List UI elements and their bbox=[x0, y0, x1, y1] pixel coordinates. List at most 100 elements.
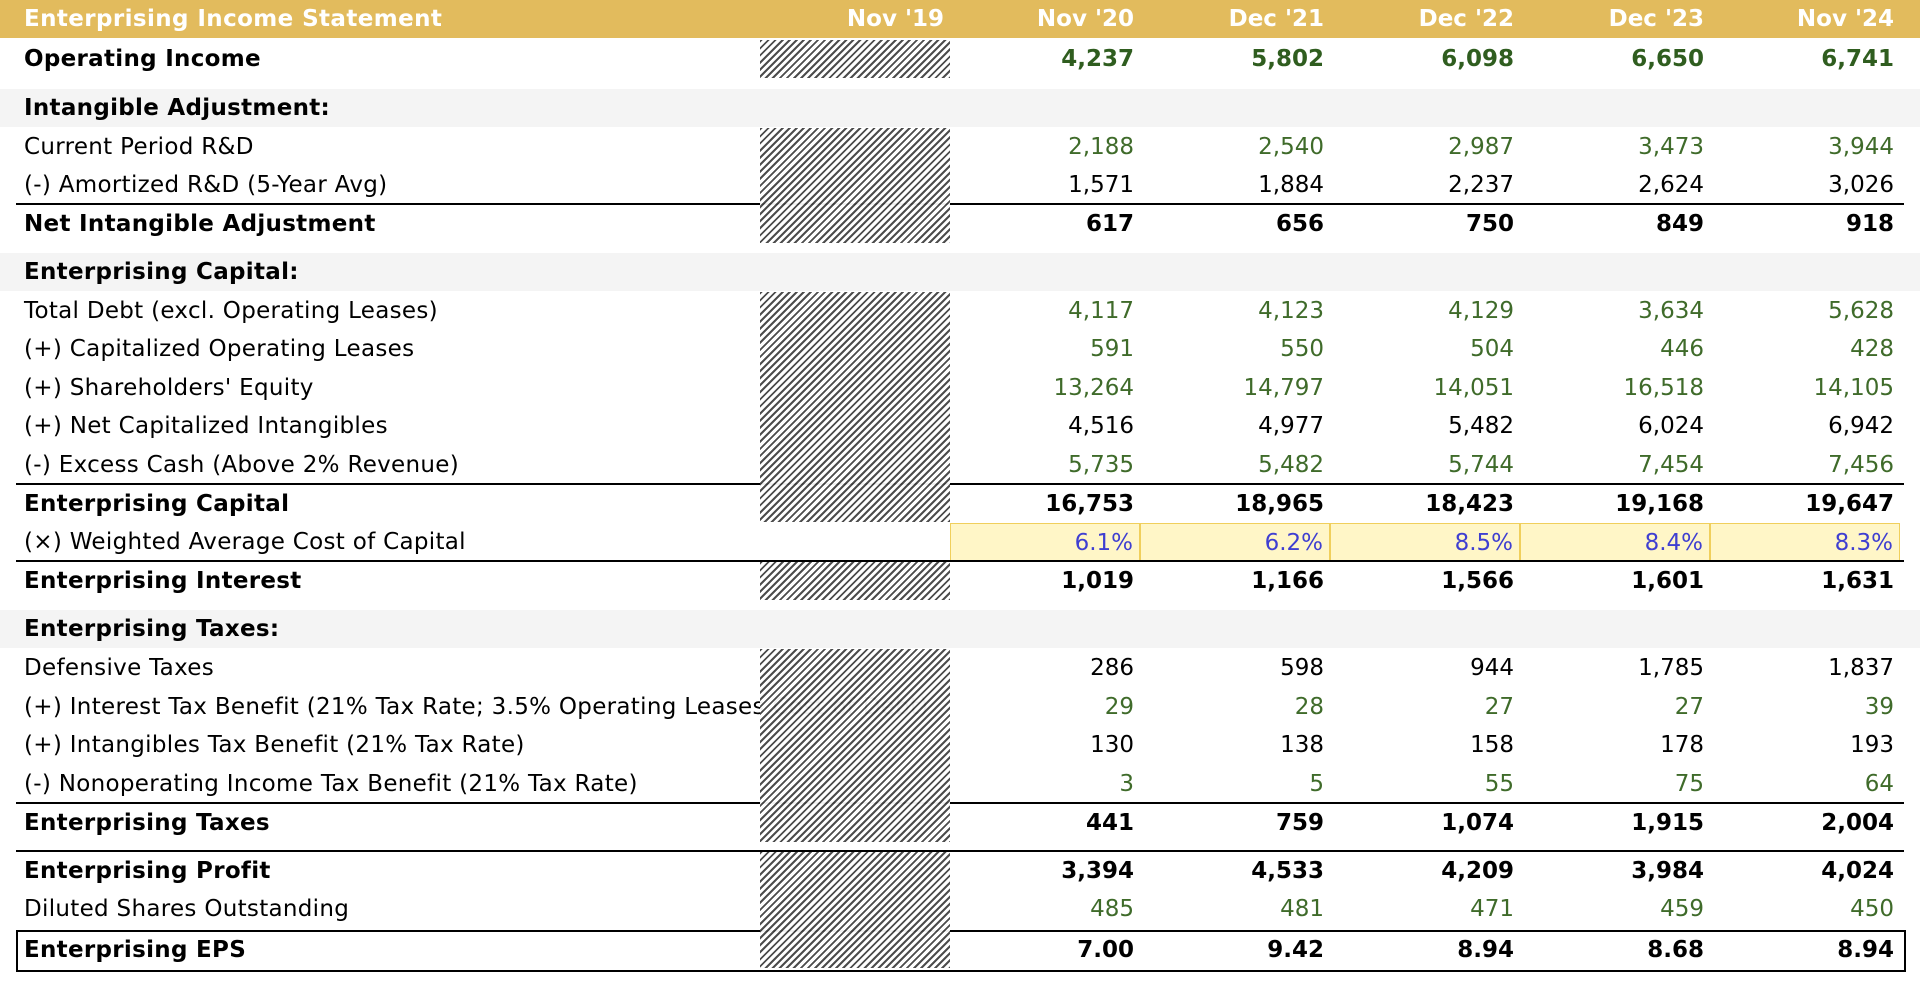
value-cell[interactable]: 591 bbox=[1090, 336, 1134, 362]
value-cell[interactable]: 3,473 bbox=[1638, 134, 1704, 160]
value-cell[interactable]: 7,454 bbox=[1638, 452, 1704, 478]
value-cell[interactable]: 5,802 bbox=[1251, 46, 1324, 72]
value-cell[interactable]: 1,915 bbox=[1631, 810, 1704, 836]
value-cell[interactable]: 39 bbox=[1864, 694, 1894, 720]
value-cell[interactable]: 3 bbox=[1119, 771, 1134, 797]
value-cell[interactable]: 55 bbox=[1484, 771, 1514, 797]
value-cell[interactable]: 446 bbox=[1660, 336, 1704, 362]
value-cell[interactable]: 4,209 bbox=[1441, 858, 1514, 884]
value-cell[interactable]: 4,129 bbox=[1448, 298, 1514, 324]
value-cell[interactable]: 450 bbox=[1850, 896, 1894, 922]
value-cell[interactable]: 1,566 bbox=[1441, 568, 1514, 594]
value-cell[interactable]: 2,237 bbox=[1448, 172, 1514, 198]
value-cell[interactable]: 485 bbox=[1090, 896, 1134, 922]
value-cell[interactable]: 944 bbox=[1470, 655, 1514, 681]
value-cell[interactable]: 428 bbox=[1850, 336, 1894, 362]
value-cell[interactable]: 471 bbox=[1470, 896, 1514, 922]
column-header[interactable]: Nov '19 bbox=[846, 6, 944, 32]
value-cell[interactable]: 19,168 bbox=[1615, 491, 1704, 517]
value-cell[interactable]: 617 bbox=[1085, 211, 1134, 237]
value-cell[interactable]: 4,516 bbox=[1068, 413, 1134, 439]
value-cell[interactable]: 3,984 bbox=[1631, 858, 1704, 884]
value-cell[interactable]: 1,166 bbox=[1251, 568, 1324, 594]
value-cell[interactable]: 598 bbox=[1280, 655, 1324, 681]
value-cell[interactable]: 1,631 bbox=[1821, 568, 1894, 594]
value-cell[interactable]: 5,628 bbox=[1828, 298, 1894, 324]
value-cell[interactable]: 6,024 bbox=[1638, 413, 1704, 439]
value-cell[interactable]: 504 bbox=[1470, 336, 1514, 362]
value-cell[interactable]: 9.42 bbox=[1267, 937, 1324, 963]
value-cell[interactable]: 441 bbox=[1085, 810, 1134, 836]
value-cell[interactable]: 3,394 bbox=[1061, 858, 1134, 884]
value-cell[interactable]: 481 bbox=[1280, 896, 1324, 922]
value-cell[interactable]: 1,571 bbox=[1068, 172, 1134, 198]
column-header[interactable]: Dec '22 bbox=[1418, 6, 1514, 32]
value-cell[interactable]: 5 bbox=[1309, 771, 1324, 797]
wacc-input-cell[interactable]: 6.2% bbox=[1140, 523, 1330, 561]
value-cell[interactable]: 19,647 bbox=[1805, 491, 1894, 517]
value-cell[interactable]: 75 bbox=[1674, 771, 1704, 797]
value-cell[interactable]: 2,987 bbox=[1448, 134, 1514, 160]
value-cell[interactable]: 14,797 bbox=[1243, 375, 1324, 401]
value-cell[interactable]: 5,744 bbox=[1448, 452, 1514, 478]
value-cell[interactable]: 6,942 bbox=[1828, 413, 1894, 439]
value-cell[interactable]: 1,019 bbox=[1061, 568, 1134, 594]
wacc-input-cell[interactable]: 8.5% bbox=[1330, 523, 1520, 561]
wacc-input-cell[interactable]: 8.4% bbox=[1520, 523, 1710, 561]
value-cell[interactable]: 29 bbox=[1104, 694, 1134, 720]
wacc-input-cell[interactable]: 8.3% bbox=[1710, 523, 1900, 561]
value-cell[interactable]: 550 bbox=[1280, 336, 1324, 362]
value-cell[interactable]: 6,741 bbox=[1821, 46, 1894, 72]
value-cell[interactable]: 6,650 bbox=[1631, 46, 1704, 72]
value-cell[interactable]: 1,601 bbox=[1631, 568, 1704, 594]
value-cell[interactable]: 459 bbox=[1660, 896, 1704, 922]
value-cell[interactable]: 13,264 bbox=[1053, 375, 1134, 401]
value-cell[interactable]: 64 bbox=[1864, 771, 1894, 797]
value-cell[interactable]: 27 bbox=[1484, 694, 1514, 720]
wacc-input-cell[interactable]: 6.1% bbox=[950, 523, 1140, 561]
value-cell[interactable]: 28 bbox=[1294, 694, 1324, 720]
value-cell[interactable]: 4,977 bbox=[1258, 413, 1324, 439]
value-cell[interactable]: 16,753 bbox=[1045, 491, 1134, 517]
value-cell[interactable]: 2,540 bbox=[1258, 134, 1324, 160]
value-cell[interactable]: 849 bbox=[1655, 211, 1704, 237]
value-cell[interactable]: 7,456 bbox=[1828, 452, 1894, 478]
value-cell[interactable]: 4,237 bbox=[1061, 46, 1134, 72]
value-cell[interactable]: 27 bbox=[1674, 694, 1704, 720]
value-cell[interactable]: 158 bbox=[1470, 732, 1514, 758]
value-cell[interactable]: 5,735 bbox=[1068, 452, 1134, 478]
value-cell[interactable]: 8.94 bbox=[1837, 937, 1894, 963]
value-cell[interactable]: 8.68 bbox=[1647, 937, 1704, 963]
column-header[interactable]: Nov '20 bbox=[1036, 6, 1134, 32]
value-cell[interactable]: 3,634 bbox=[1638, 298, 1704, 324]
value-cell[interactable]: 7.00 bbox=[1077, 937, 1134, 963]
value-cell[interactable]: 2,188 bbox=[1068, 134, 1134, 160]
column-header[interactable]: Dec '23 bbox=[1608, 6, 1704, 32]
value-cell[interactable]: 1,074 bbox=[1441, 810, 1514, 836]
column-header[interactable]: Dec '21 bbox=[1228, 6, 1324, 32]
value-cell[interactable]: 130 bbox=[1090, 732, 1134, 758]
value-cell[interactable]: 16,518 bbox=[1623, 375, 1704, 401]
value-cell[interactable]: 3,944 bbox=[1828, 134, 1894, 160]
value-cell[interactable]: 8.94 bbox=[1457, 937, 1514, 963]
value-cell[interactable]: 1,884 bbox=[1258, 172, 1324, 198]
value-cell[interactable]: 750 bbox=[1465, 211, 1514, 237]
value-cell[interactable]: 2,004 bbox=[1821, 810, 1894, 836]
value-cell[interactable]: 178 bbox=[1660, 732, 1704, 758]
value-cell[interactable]: 4,123 bbox=[1258, 298, 1324, 324]
value-cell[interactable]: 759 bbox=[1275, 810, 1324, 836]
value-cell[interactable]: 14,105 bbox=[1813, 375, 1894, 401]
value-cell[interactable]: 4,024 bbox=[1821, 858, 1894, 884]
value-cell[interactable]: 5,482 bbox=[1448, 413, 1514, 439]
value-cell[interactable]: 4,117 bbox=[1068, 298, 1134, 324]
value-cell[interactable]: 4,533 bbox=[1251, 858, 1324, 884]
value-cell[interactable]: 918 bbox=[1845, 211, 1894, 237]
value-cell[interactable]: 2,624 bbox=[1638, 172, 1704, 198]
value-cell[interactable]: 138 bbox=[1280, 732, 1324, 758]
value-cell[interactable]: 286 bbox=[1090, 655, 1134, 681]
value-cell[interactable]: 18,423 bbox=[1425, 491, 1514, 517]
column-header[interactable]: Nov '24 bbox=[1796, 6, 1894, 32]
value-cell[interactable]: 193 bbox=[1850, 732, 1894, 758]
value-cell[interactable]: 656 bbox=[1275, 211, 1324, 237]
value-cell[interactable]: 1,837 bbox=[1828, 655, 1894, 681]
